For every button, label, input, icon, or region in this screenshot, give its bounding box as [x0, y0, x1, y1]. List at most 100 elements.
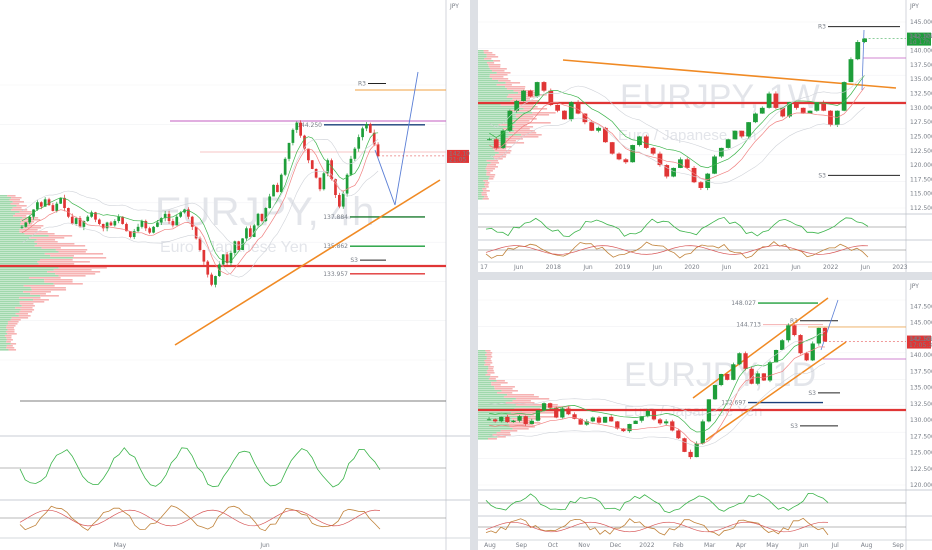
candle: [113, 221, 117, 226]
volume-profile-bar-sell: [55, 249, 88, 251]
candle: [834, 110, 840, 126]
volume-profile-bar-sell: [483, 190, 490, 192]
candle: [718, 147, 724, 157]
chart-panel-left[interactable]: EURJPY, 4h Euro / Japanese Yen R3144.250…: [0, 0, 470, 550]
chart-panel-bottom-right[interactable]: EURJPY, 1D Euro / Japanese Yen 148.027 R3…: [478, 280, 932, 550]
volume-profile-bar-sell: [24, 233, 55, 235]
volume-profile-bar-sell: [37, 243, 75, 245]
candle: [171, 221, 175, 226]
volume-profile-bar-sell: [494, 150, 512, 152]
x-tick-label: 2019: [615, 264, 630, 271]
volume-profile-bar-buy: [0, 277, 29, 279]
volume-profile-bar-buy: [478, 412, 511, 414]
volume-profile-bar-sell: [489, 74, 508, 76]
candle: [560, 408, 565, 418]
candle: [684, 159, 690, 168]
volume-profile-bar-buy: [478, 406, 542, 408]
candle: [800, 107, 806, 114]
volume-profile-bar-sell: [6, 325, 16, 327]
volume-profile-bar-sell: [514, 126, 534, 128]
candle: [148, 228, 152, 233]
candle: [725, 374, 730, 380]
candle: [596, 417, 602, 423]
volume-profile-bar-buy: [478, 122, 516, 124]
volume-profile-bar-sell: [486, 356, 493, 358]
candle: [341, 193, 345, 207]
volume-profile-bar-sell: [7, 195, 16, 197]
volume-profile-bar-sell: [515, 398, 550, 400]
panel-divider-horizontal[interactable]: [478, 272, 932, 280]
candle: [615, 421, 620, 429]
volume-profile-bar-sell: [483, 180, 489, 182]
level-label: 135.862: [323, 243, 348, 250]
level-label: S3: [808, 390, 816, 397]
y-tick-label: 130.000: [910, 105, 932, 112]
volume-profile-bar-sell: [486, 370, 494, 372]
volume-profile-bar-buy: [478, 176, 490, 178]
candle: [500, 130, 506, 148]
volume-profile-bar-buy: [478, 74, 490, 76]
eurjpy-4h-chart[interactable]: EURJPY, 4h Euro / Japanese Yen R3144.250…: [0, 0, 470, 550]
candle: [78, 218, 82, 227]
volume-profile-bar-sell: [10, 319, 21, 321]
volume-profile-bar-sell: [44, 279, 73, 281]
volume-profile-bar-sell: [10, 203, 20, 205]
candle: [651, 411, 657, 420]
volume-profile-bar-buy: [478, 64, 489, 66]
y-tick-label: 145.000: [910, 320, 932, 327]
watermark-subtitle: Euro / Japanese Yen: [618, 127, 756, 144]
volume-profile-bar-sell: [16, 205, 27, 207]
volume-profile-bar-sell: [7, 323, 18, 325]
candle: [566, 408, 571, 415]
volume-profile-bar-sell: [24, 225, 44, 227]
y-tick-label: 125.000: [910, 450, 932, 457]
candle: [507, 110, 513, 131]
x-tick-label: Dec: [610, 542, 622, 549]
chart-panel-top-right[interactable]: EURJPY, 1W Euro / Japanese Yen R3 S3 142.…: [478, 0, 932, 272]
x-tick-label: Jun: [582, 264, 593, 271]
candle: [725, 139, 731, 148]
volume-profile-bar-sell: [501, 390, 518, 392]
candle: [268, 196, 272, 209]
volume-profile-bar-sell: [483, 52, 493, 54]
candle: [590, 417, 596, 422]
volume-profile-bar-buy: [0, 347, 7, 349]
volume-profile-bar-buy: [478, 352, 487, 354]
band-upper: [489, 74, 865, 152]
volume-profile-bar-buy: [478, 182, 486, 184]
volume-profile-bar-buy: [478, 120, 509, 122]
volume-profile-bar-buy: [478, 434, 493, 436]
candle: [627, 423, 632, 432]
projection-path: [820, 299, 839, 351]
volume-profile-bar-sell: [493, 156, 506, 158]
eurjpy-1d-chart[interactable]: EURJPY, 1D Euro / Japanese Yen 148.027R3…: [478, 280, 932, 550]
candle: [705, 173, 711, 188]
level-label: 132.697: [721, 400, 746, 407]
volume-profile-bar-sell: [513, 420, 531, 422]
volume-profile-bar-buy: [478, 426, 510, 428]
y-tick-label: 140.000: [910, 48, 932, 55]
volume-profile-bar-sell: [29, 237, 65, 239]
volume-profile-bar-buy: [478, 432, 497, 434]
candle: [630, 145, 636, 163]
volume-profile-bar-sell: [39, 259, 73, 261]
volume-profile-bar-buy: [0, 207, 13, 209]
y-tick-label: 140.000: [910, 352, 932, 359]
y-tick-label: 135.000: [910, 76, 932, 83]
volume-profile-bar-buy: [0, 267, 59, 269]
volume-profile-bar-buy: [0, 243, 38, 245]
current-price-value: 142.101: [909, 33, 932, 40]
volume-profile-bar-buy: [0, 255, 51, 257]
volume-profile-bar-buy: [0, 335, 5, 337]
volume-profile-bar-sell: [486, 166, 498, 168]
volume-profile-bar-sell: [494, 386, 515, 388]
volume-profile-bar-buy: [0, 205, 17, 207]
volume-profile-bar-sell: [486, 56, 499, 58]
current-price-tag: [907, 335, 931, 349]
candle: [514, 100, 520, 111]
volume-profile-bar-sell: [10, 343, 17, 345]
volume-profile-bar-buy: [0, 219, 21, 221]
volume-profile-bar-buy: [478, 390, 502, 392]
panel-divider-vertical[interactable]: [470, 0, 478, 550]
